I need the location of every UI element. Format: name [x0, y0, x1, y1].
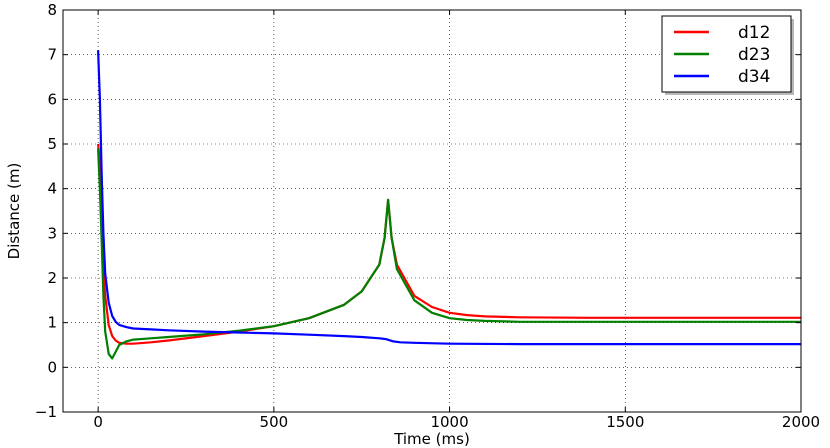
y-tick-label: 8: [47, 1, 57, 19]
x-tick-label: 1500: [606, 413, 644, 431]
series-line-d23: [97, 148, 801, 360]
y-tick-label: 5: [47, 135, 57, 153]
y-tick-label: −1: [35, 403, 57, 421]
legend-label-d12: d12: [738, 23, 770, 43]
y-tick-label: 7: [47, 46, 57, 64]
series-layer: [97, 50, 801, 360]
plot-frame: [62, 9, 802, 413]
y-tick-label: 2: [47, 269, 57, 287]
tick-labels: 0 500 1000 1500 2000 −1 0 1 2 3 4 5 6 7 8: [35, 1, 820, 431]
axis-ticks: [63, 9, 802, 413]
x-tick-label: 2000: [782, 413, 820, 431]
y-tick-label: 0: [47, 358, 57, 376]
y-tick-label: 6: [47, 90, 57, 108]
x-tick-label: 500: [260, 413, 289, 431]
x-axis-title: Time (ms): [393, 430, 470, 448]
series-line-d12: [97, 143, 801, 345]
series-line-d34: [97, 50, 801, 346]
y-tick-label: 4: [47, 180, 57, 198]
y-axis-title: Distance (m): [5, 163, 23, 260]
legend-label-d23: d23: [738, 45, 770, 65]
legend-label-d34: d34: [738, 67, 770, 87]
x-tick-label: 1000: [430, 413, 468, 431]
y-tick-label: 3: [47, 224, 57, 242]
x-tick-label: 0: [93, 413, 103, 431]
y-tick-label: 1: [47, 314, 57, 332]
